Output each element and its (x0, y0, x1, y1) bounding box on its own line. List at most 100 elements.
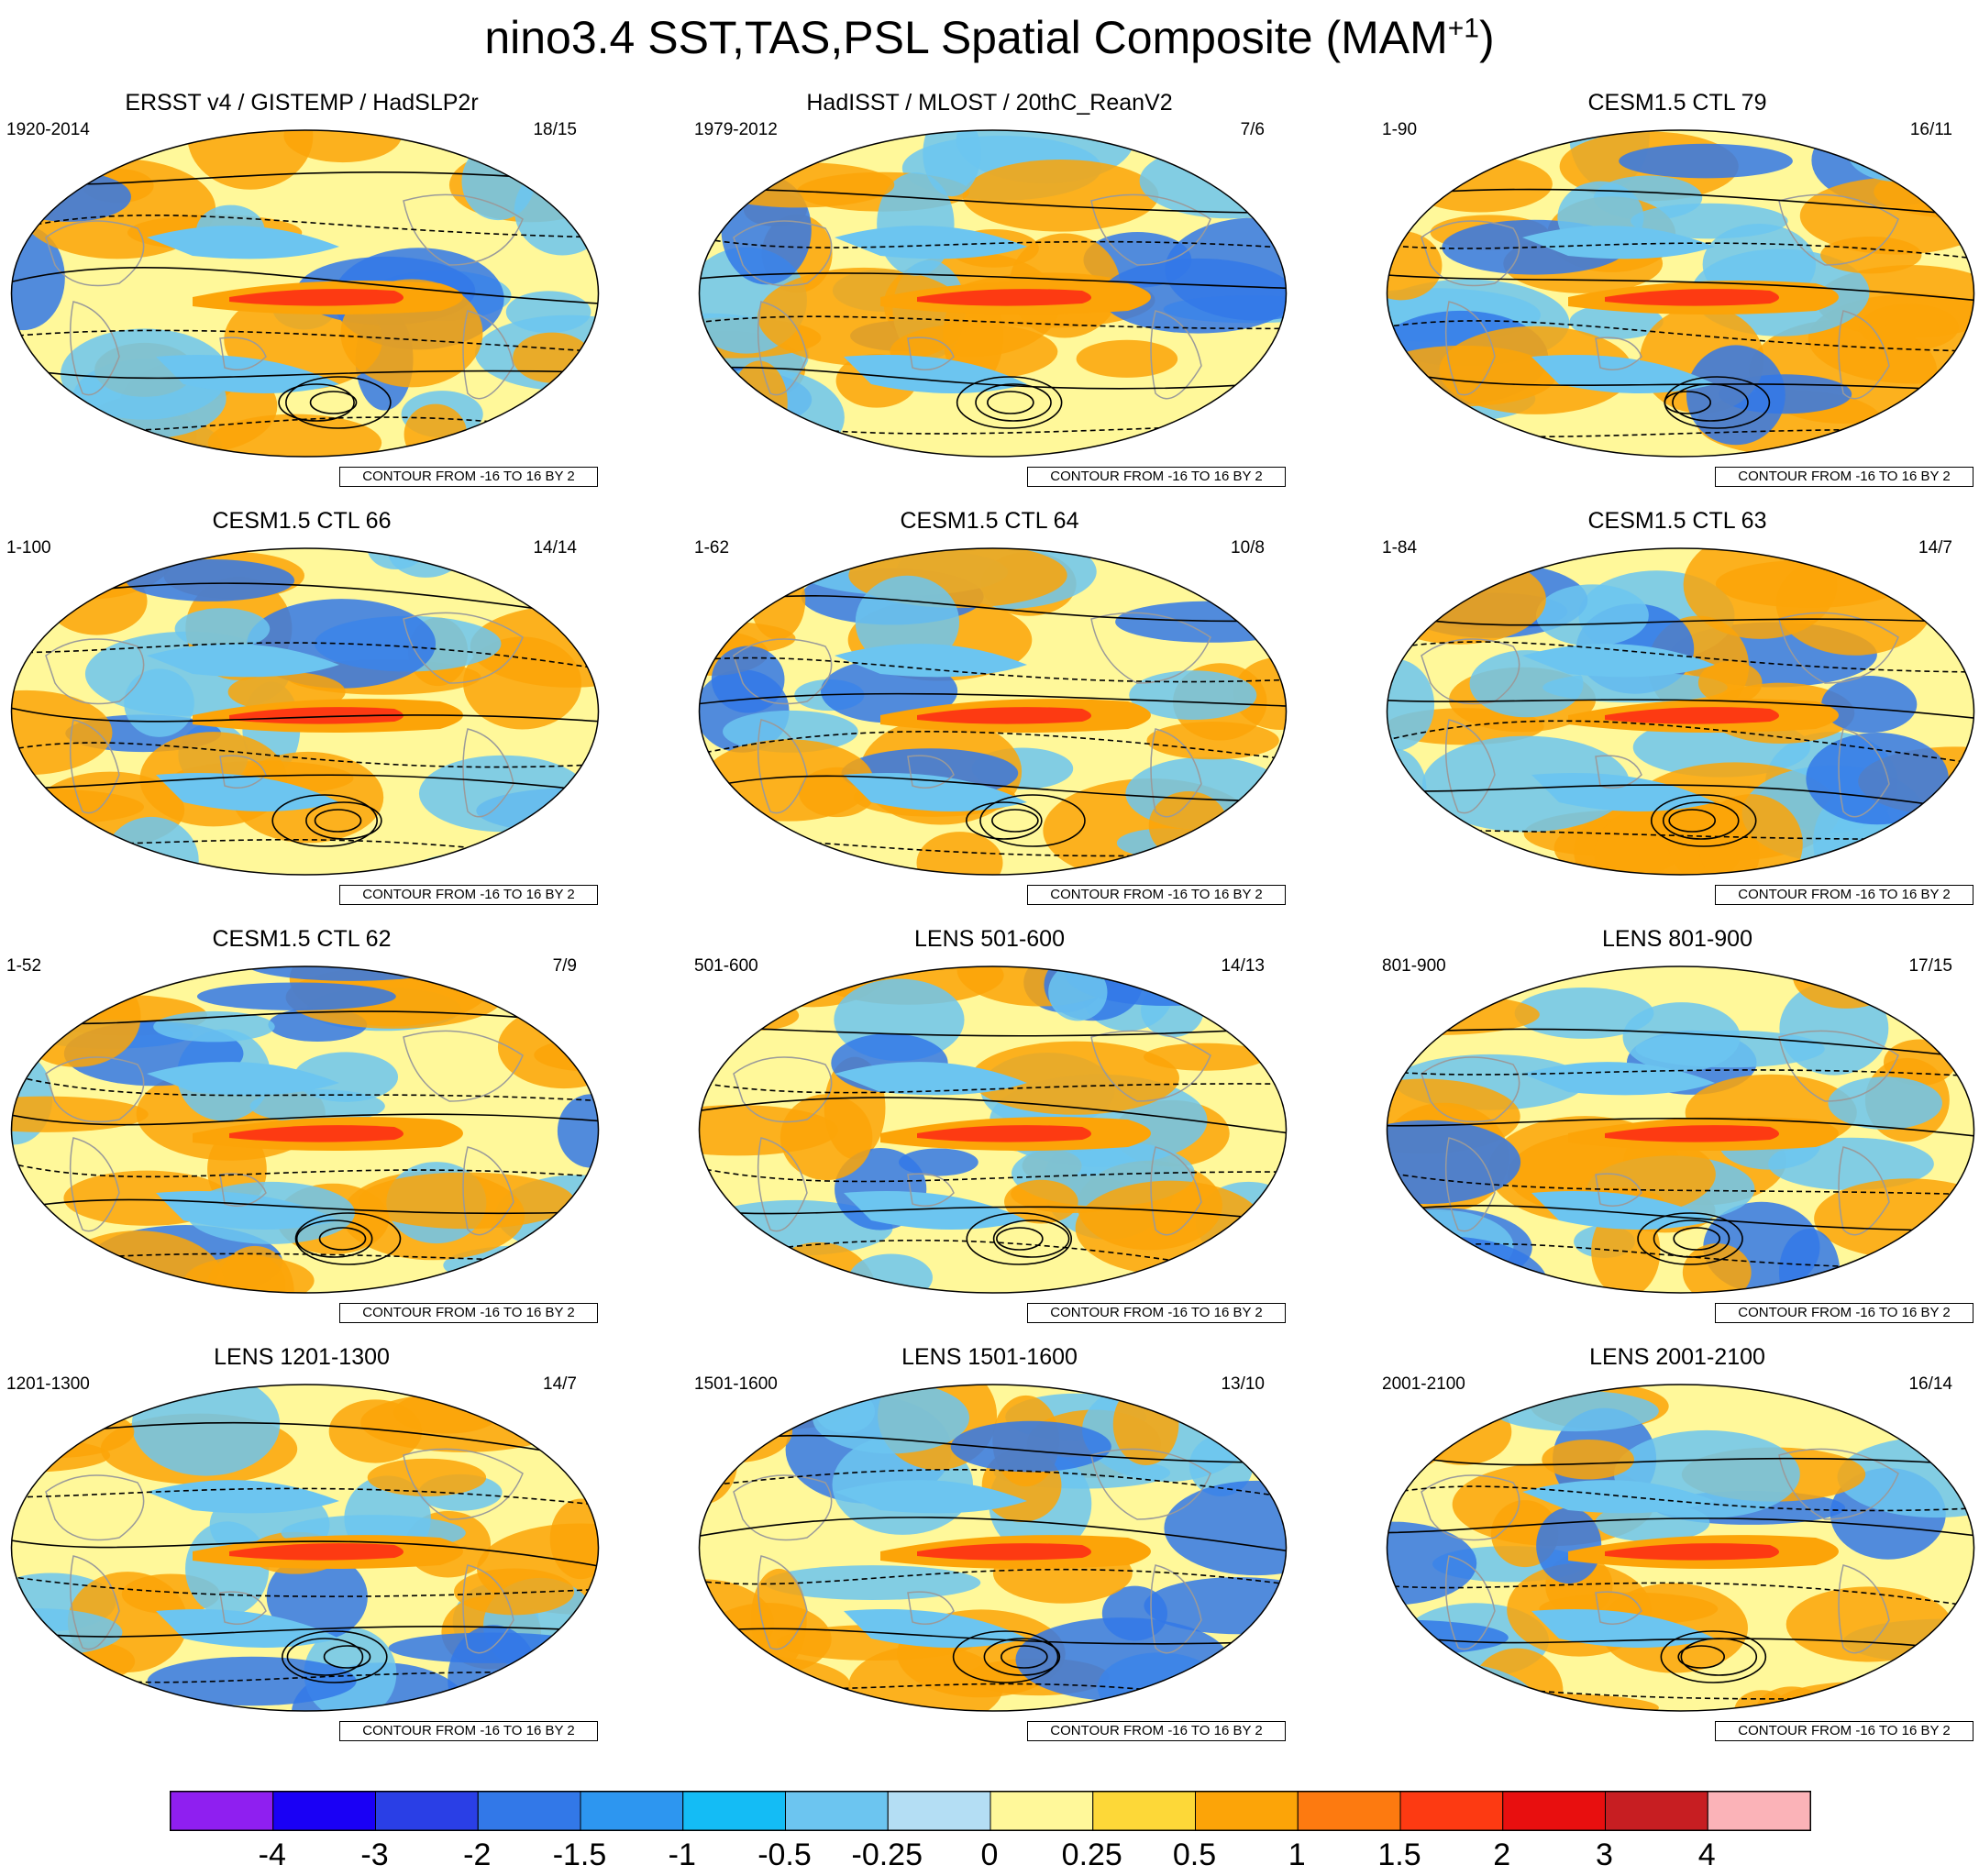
robinson-map (698, 1384, 1288, 1712)
robinson-map (698, 966, 1288, 1294)
colorbar-swatch (1195, 1791, 1299, 1831)
map-panel: HadISST / MLOST / 20thC_ReanV2 1979-2012 7… (692, 89, 1334, 506)
robinson-map (10, 547, 600, 876)
panel-title: CESM1.5 CTL 66 (212, 508, 392, 534)
colorbar-swatch (990, 1791, 1094, 1831)
panel-period-label: 1201-1300 (6, 1374, 90, 1394)
panel-period-label: 1-90 (1382, 120, 1418, 139)
colorbar-swatch (1707, 1791, 1811, 1831)
panel-count-label: 17/15 (1908, 956, 1952, 976)
panel-period-label: 1979-2012 (694, 120, 778, 139)
panel-title: LENS 2001-2100 (1589, 1344, 1765, 1370)
colorbar-swatch (170, 1791, 274, 1831)
robinson-map (10, 966, 600, 1294)
main-title: nino3.4 SST,TAS,PSL Spatial Composite (M… (0, 6, 1979, 70)
panel-title: CESM1.5 CTL 62 (212, 926, 392, 952)
panel-period-label: 501-600 (694, 956, 758, 976)
contour-info-label: CONTOUR FROM -16 TO 16 BY 2 (339, 885, 598, 905)
colorbar-swatch (682, 1791, 786, 1831)
map-panel: LENS 501-600 501-600 14/13 CONTOUR FROM -16… (692, 925, 1334, 1342)
colorbar-tick-label: 4 (1697, 1837, 1716, 1872)
panel-count-label: 14/7 (543, 1374, 577, 1394)
map-panel: LENS 1501-1600 1501-1600 13/10 CONTOUR FROM… (692, 1343, 1334, 1760)
robinson-map (698, 129, 1288, 458)
main-title-text: nino3.4 SST,TAS,PSL Spatial Composite (M… (484, 12, 1448, 63)
colorbar-tick-label: -0.5 (757, 1837, 812, 1872)
contour-info-label: CONTOUR FROM -16 TO 16 BY 2 (1027, 1721, 1286, 1741)
map-panel: CESM1.5 CTL 79 1-90 16/11 CONTOUR FROM -16 … (1380, 89, 1979, 506)
main-title-superscript: +1 (1447, 13, 1479, 44)
panel-count-label: 10/8 (1231, 538, 1265, 557)
contour-info-label: CONTOUR FROM -16 TO 16 BY 2 (1715, 885, 1973, 905)
contour-info-label: CONTOUR FROM -16 TO 16 BY 2 (1027, 467, 1286, 487)
panel-title: HadISST / MLOST / 20thC_ReanV2 (806, 90, 1173, 116)
colorbar-tick-label: 2 (1493, 1837, 1511, 1872)
colorbar-tick-label: 0 (980, 1837, 999, 1872)
panel-period-label: 1-52 (6, 956, 42, 976)
robinson-map (1386, 966, 1975, 1294)
colorbar-tick-labels: -4 -3 -2 -1.5 -1 -0.5 -0.25 0 0.25 0.5 1 1.5 2 3 4 (0, 1837, 1979, 1873)
panel-period-label: 2001-2100 (1382, 1374, 1465, 1394)
map-panel: ERSST v4 / GISTEMP / HadSLP2r 1920-2014 18… (5, 89, 647, 506)
contour-info-label: CONTOUR FROM -16 TO 16 BY 2 (339, 467, 598, 487)
colorbar-tick-label: 1 (1288, 1837, 1306, 1872)
panel-period-label: 1920-2014 (6, 120, 90, 139)
panel-title: LENS 501-600 (913, 926, 1065, 952)
panel-period-label: 1501-1600 (694, 1374, 778, 1394)
colorbar-tick-label: 3 (1596, 1837, 1613, 1872)
colorbar-tick-label: -3 (360, 1837, 389, 1872)
colorbar (170, 1791, 1811, 1831)
colorbar-tick-label: -4 (258, 1837, 286, 1872)
panel-title: CESM1.5 CTL 64 (900, 508, 1079, 534)
contour-info-label: CONTOUR FROM -16 TO 16 BY 2 (339, 1303, 598, 1323)
colorbar-tick-label: 0.25 (1061, 1837, 1122, 1872)
colorbar-swatches (170, 1791, 1811, 1831)
panel-period-label: 1-62 (694, 538, 730, 557)
panel-count-label: 18/15 (533, 120, 577, 139)
colorbar-swatch (375, 1791, 479, 1831)
panel-title: CESM1.5 CTL 63 (1587, 508, 1767, 534)
panel-count-label: 14/13 (1221, 956, 1265, 976)
map-panel: LENS 1201-1300 1201-1300 14/7 CONTOUR FROM … (5, 1343, 647, 1760)
robinson-map (10, 1384, 600, 1712)
panel-title: LENS 1501-1600 (901, 1344, 1078, 1370)
panel-title: LENS 801-900 (1601, 926, 1752, 952)
colorbar-tick-label: 0.5 (1172, 1837, 1217, 1872)
contour-info-label: CONTOUR FROM -16 TO 16 BY 2 (339, 1721, 598, 1741)
contour-info-label: CONTOUR FROM -16 TO 16 BY 2 (1715, 467, 1973, 487)
map-panel: CESM1.5 CTL 62 1-52 7/9 CONTOUR FROM -16 TO… (5, 925, 647, 1342)
panel-title: LENS 1201-1300 (214, 1344, 390, 1370)
map-panel: CESM1.5 CTL 66 1-100 14/14 CONTOUR FROM -16… (5, 507, 647, 924)
panel-title: ERSST v4 / GISTEMP / HadSLP2r (125, 90, 479, 116)
panel-period-label: 1-84 (1382, 538, 1418, 557)
colorbar-tick-label: -1 (668, 1837, 696, 1872)
colorbar-swatch (272, 1791, 376, 1831)
contour-info-label: CONTOUR FROM -16 TO 16 BY 2 (1027, 1303, 1286, 1323)
map-panel: CESM1.5 CTL 64 1-62 10/8 CONTOUR FROM -16 T… (692, 507, 1334, 924)
robinson-map (1386, 129, 1975, 458)
panel-period-label: 1-100 (6, 538, 51, 557)
colorbar-swatch (477, 1791, 581, 1831)
colorbar-tick-label: 1.5 (1377, 1837, 1421, 1872)
colorbar-swatch (1297, 1791, 1401, 1831)
panel-count-label: 16/14 (1908, 1374, 1952, 1394)
colorbar-swatch (1092, 1791, 1196, 1831)
robinson-map (1386, 1384, 1975, 1712)
panel-count-label: 7/6 (1240, 120, 1265, 139)
robinson-map (1386, 547, 1975, 876)
colorbar-swatch (1605, 1791, 1708, 1831)
contour-info-label: CONTOUR FROM -16 TO 16 BY 2 (1715, 1721, 1973, 1741)
robinson-map (698, 547, 1288, 876)
panel-count-label: 13/10 (1221, 1374, 1265, 1394)
panel-count-label: 14/14 (533, 538, 577, 557)
colorbar-swatch (785, 1791, 889, 1831)
panel-period-label: 801-900 (1382, 956, 1446, 976)
panel-count-label: 7/9 (552, 956, 577, 976)
colorbar-swatch (887, 1791, 991, 1831)
colorbar-tick-label: -0.25 (851, 1837, 923, 1872)
main-title-suffix: ) (1479, 12, 1495, 63)
contour-info-label: CONTOUR FROM -16 TO 16 BY 2 (1027, 885, 1286, 905)
robinson-map (10, 129, 600, 458)
colorbar-swatch (1502, 1791, 1606, 1831)
colorbar-tick-label: -1.5 (552, 1837, 607, 1872)
